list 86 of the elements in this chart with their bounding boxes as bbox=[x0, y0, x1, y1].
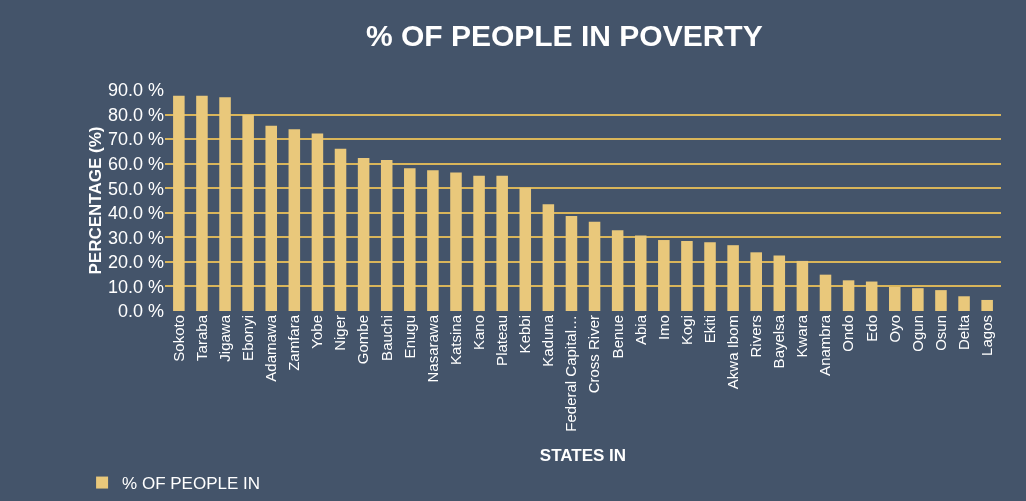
bar bbox=[173, 95, 185, 311]
x-tick-label: Sokoto bbox=[169, 315, 187, 362]
bar bbox=[796, 260, 809, 311]
bar bbox=[634, 235, 647, 311]
x-tick-label: Jigawa bbox=[215, 314, 233, 362]
x-tick-label: Delta bbox=[954, 314, 972, 351]
legend-label: % OF PEOPLE IN bbox=[122, 474, 261, 494]
x-tick-label: Federal Capital… bbox=[562, 315, 580, 432]
x-tick-label: Gombe bbox=[354, 315, 372, 365]
x-tick-label: Bayelsa bbox=[770, 314, 788, 369]
bar bbox=[819, 274, 832, 311]
y-tick-label: 30.0 % bbox=[107, 227, 164, 248]
x-tick-label: Kaduna bbox=[539, 314, 557, 367]
x-tick-label: Enugu bbox=[400, 315, 418, 359]
y-axis-title: PERCENTAGE (%) bbox=[85, 126, 105, 275]
bar bbox=[773, 255, 786, 311]
bar bbox=[611, 230, 624, 311]
y-tick-label: 60.0 % bbox=[107, 153, 164, 174]
bar bbox=[519, 187, 532, 311]
x-tick-label: Kogi bbox=[677, 315, 695, 346]
x-tick-label: Niger bbox=[331, 315, 349, 351]
x-tick-label: Oyo bbox=[885, 315, 903, 343]
y-tick-label: 90.0 % bbox=[107, 80, 164, 101]
bar bbox=[888, 286, 901, 311]
bar bbox=[196, 95, 208, 311]
x-tick-label: Osun bbox=[931, 315, 949, 351]
bar bbox=[681, 241, 693, 311]
bar bbox=[380, 159, 393, 311]
x-tick-label: Edo bbox=[862, 315, 880, 342]
x-tick-label: Kano bbox=[469, 315, 487, 351]
bar bbox=[427, 170, 439, 311]
bar bbox=[658, 240, 670, 311]
x-tick-label: Plateau bbox=[493, 315, 511, 366]
x-tick-label: Ebonyi bbox=[239, 315, 257, 361]
chart-title: % OF PEOPLE IN POVERTY bbox=[365, 18, 763, 52]
x-tick-label: Taraba bbox=[192, 314, 210, 361]
bar bbox=[981, 299, 993, 311]
bar bbox=[588, 221, 601, 311]
bar bbox=[958, 296, 970, 311]
bar bbox=[865, 281, 878, 311]
bar bbox=[219, 97, 231, 311]
bar bbox=[496, 175, 508, 311]
x-tick-label: Nasarawa bbox=[423, 314, 441, 383]
y-tick-label: 10.0 % bbox=[107, 276, 164, 297]
y-tick-label: 0.0 % bbox=[117, 301, 164, 322]
bar bbox=[565, 215, 578, 311]
bar bbox=[473, 175, 485, 311]
x-tick-label: Ogun bbox=[908, 315, 926, 352]
x-tick-label: Kebbi bbox=[516, 315, 534, 354]
bar bbox=[404, 168, 416, 311]
y-tick-label: 20.0 % bbox=[107, 252, 164, 273]
bar bbox=[450, 172, 462, 311]
y-tick-label: 50.0 % bbox=[107, 178, 164, 199]
bar bbox=[912, 288, 924, 311]
y-tick-label: 70.0 % bbox=[107, 129, 164, 150]
x-tick-label: Ondo bbox=[839, 315, 857, 352]
x-tick-label: Lagos bbox=[978, 315, 996, 356]
bar bbox=[242, 115, 254, 311]
x-tick-label: Ekiti bbox=[700, 315, 718, 344]
x-tick-label: Bauchi bbox=[377, 315, 395, 361]
bar bbox=[842, 280, 855, 311]
x-tick-label: Rivers bbox=[747, 315, 765, 358]
x-axis-title: STATES IN bbox=[539, 446, 627, 465]
bar bbox=[542, 204, 555, 311]
bar bbox=[935, 290, 947, 311]
x-tick-label: Abia bbox=[631, 314, 649, 346]
bar bbox=[357, 158, 370, 311]
bar bbox=[704, 242, 716, 311]
y-tick-label: 80.0 % bbox=[107, 104, 164, 125]
x-tick-label: Katsina bbox=[446, 314, 464, 366]
x-tick-label: Benue bbox=[608, 315, 626, 359]
x-tick-label: Cross River bbox=[585, 315, 603, 394]
x-tick-label: Akwa Ibom bbox=[723, 315, 741, 390]
x-tick-label: Zamfara bbox=[285, 314, 303, 371]
x-tick-label: Kwara bbox=[793, 314, 811, 358]
x-tick-label: Imo bbox=[654, 315, 672, 341]
bar bbox=[288, 129, 301, 311]
bar bbox=[750, 252, 762, 311]
bar bbox=[727, 245, 739, 311]
y-tick-label: 40.0 % bbox=[107, 203, 164, 224]
bar bbox=[334, 148, 347, 311]
x-tick-label: Anambra bbox=[816, 314, 834, 376]
bar bbox=[265, 125, 278, 311]
bar bbox=[311, 133, 324, 311]
x-tick-label: Yobe bbox=[308, 315, 326, 349]
x-tick-label: Adamawa bbox=[262, 314, 280, 382]
